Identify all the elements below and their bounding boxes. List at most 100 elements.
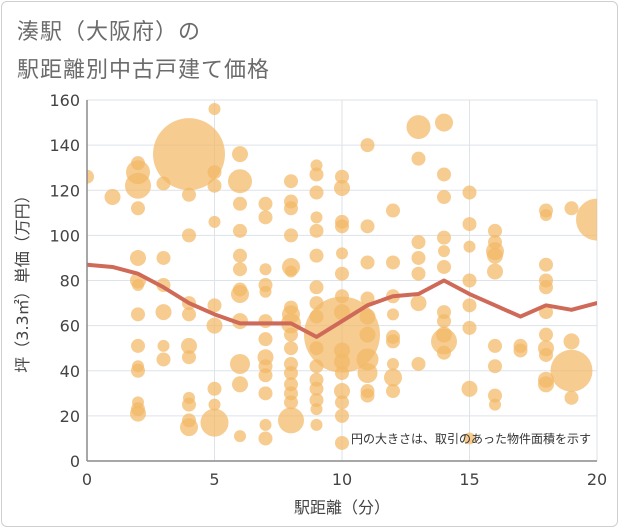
bubble-point	[360, 388, 375, 403]
bubble-point	[462, 185, 477, 200]
bubble-point	[284, 201, 298, 216]
bubble-point	[87, 169, 94, 184]
trend-line	[87, 262, 597, 339]
bubble-point	[309, 185, 324, 200]
bubble-point	[153, 118, 225, 191]
bubble-point	[207, 381, 222, 396]
bubble-point	[437, 314, 451, 329]
bubble-point	[284, 174, 298, 189]
bubble-point	[359, 326, 376, 343]
bubble-point	[309, 223, 324, 238]
bubble-point	[309, 167, 324, 182]
bubble-point	[487, 263, 503, 280]
y-tick-label: 60	[60, 317, 80, 336]
bubble-point	[386, 334, 400, 349]
axes	[86, 100, 597, 462]
bubble-point	[487, 247, 503, 264]
bubble-point	[386, 203, 400, 218]
bubble-point	[335, 266, 349, 281]
bubble-point	[231, 285, 249, 304]
y-tick-label: 160	[49, 91, 80, 110]
bubble-point	[309, 393, 324, 408]
bubble-point	[410, 295, 427, 312]
bubble-point	[513, 343, 528, 358]
bubble-point	[539, 347, 553, 362]
bubble-point	[437, 259, 451, 274]
bubble-point	[539, 327, 553, 342]
bubble-point	[488, 359, 502, 374]
bubble-point	[488, 338, 502, 353]
bubble-point	[411, 151, 426, 166]
y-axis-title: 坪（3.3㎡）単価（万円）	[13, 187, 32, 372]
bubble-point	[258, 332, 273, 347]
bubble-point	[228, 169, 252, 194]
bubble-point	[130, 249, 146, 266]
bubble-point	[284, 395, 298, 410]
bubble-point	[310, 418, 323, 431]
bubble-point	[387, 357, 399, 370]
tick-labels: 0 5 10 15 20 0 20 40 60 80 100 120 140 160	[49, 91, 607, 489]
bubble-point	[182, 307, 196, 322]
bubble-point	[462, 298, 477, 313]
bubble-point	[437, 230, 451, 245]
bubble-point	[181, 337, 197, 354]
bubble-point	[310, 211, 323, 224]
bubble-point	[182, 187, 196, 202]
bubble-point	[488, 388, 502, 403]
bubble-point	[104, 189, 121, 206]
bubble-point	[309, 248, 324, 263]
bubble-point	[564, 390, 579, 405]
bubble-point	[310, 403, 323, 416]
bubble-point	[233, 248, 247, 263]
bubble-point	[131, 338, 145, 353]
bubble-point	[360, 255, 375, 270]
bubble-point	[233, 262, 247, 277]
bubble-point	[335, 408, 349, 423]
bubble-point	[550, 349, 593, 392]
bubble-point	[233, 223, 247, 238]
bubble-point	[431, 328, 457, 355]
bubble-point	[131, 307, 145, 322]
bubble-point	[335, 366, 349, 381]
bubble-point	[259, 418, 272, 431]
bubble-point	[230, 353, 250, 374]
bubble-point	[437, 167, 451, 182]
bubble-layer	[87, 103, 597, 450]
bubble-point	[462, 320, 477, 335]
bubble-point	[284, 341, 298, 356]
bubble-point	[360, 219, 375, 234]
bubble-point	[384, 368, 402, 387]
bubble-point	[463, 240, 476, 253]
x-axis-title: 駅距離（分）	[294, 498, 390, 517]
y-tick-label: 40	[60, 362, 80, 381]
bubble-point	[564, 201, 579, 216]
y-tick-label: 120	[49, 181, 80, 200]
bubble-point	[208, 215, 221, 228]
bubble-point	[234, 430, 246, 443]
bubble-point	[285, 265, 297, 278]
bubble-point	[258, 386, 273, 401]
bubble-point	[461, 380, 478, 397]
bubble-point	[462, 273, 477, 288]
bubble-point	[334, 353, 350, 370]
x-tick-label: 5	[209, 470, 219, 489]
bubble-point	[336, 247, 348, 260]
bubble-point	[437, 345, 451, 360]
bubble-point	[284, 366, 298, 381]
bubble-point	[182, 397, 196, 412]
bubble-point	[335, 395, 349, 410]
x-tick-label: 10	[332, 470, 352, 489]
bubble-point	[539, 280, 553, 295]
bubble-point	[538, 376, 554, 393]
bubble-point	[258, 314, 273, 329]
bubble-point	[284, 327, 298, 342]
bubble-point	[131, 363, 145, 378]
bubble-point	[387, 308, 399, 321]
bubble-point	[335, 435, 349, 450]
bubble-point	[540, 209, 552, 222]
bubble-point	[232, 376, 248, 393]
bubble-point	[309, 381, 324, 396]
bubble-point	[334, 179, 350, 196]
y-tick-label: 140	[49, 136, 80, 155]
